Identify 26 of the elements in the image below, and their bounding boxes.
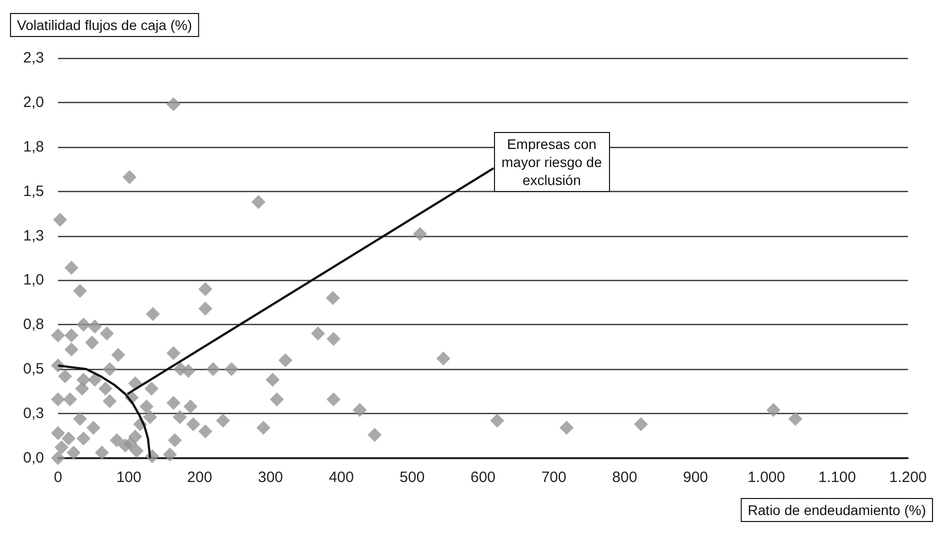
y-tick-label: 1,0 [23,272,44,289]
y-tick-label: 2,3 [23,50,44,66]
x-tick-label: 1.000 [748,469,786,486]
x-tick-label: 300 [258,469,284,486]
x-tick-label: 1.100 [818,469,856,486]
y-tick-label: 2,0 [23,94,44,111]
x-tick-label: 500 [400,469,425,486]
y-tick-label: 1,3 [23,227,44,244]
y-tick-label: 0,5 [23,360,44,378]
y-tick-label: 1,5 [23,182,44,200]
x-tick-label: 700 [541,469,566,486]
x-tick-label: 900 [682,469,708,486]
x-tick-label: 800 [612,469,638,486]
y-tick-label: 1,8 [23,138,44,156]
x-tick-label: 1.200 [889,469,927,486]
x-axis-title: Ratio de endeudamiento (%) [748,502,926,518]
y-tick-label: 0,8 [23,316,44,334]
annotation: Empresas con mayor riesgo de exclusión [494,132,610,192]
x-tick-label: 400 [328,469,354,486]
y-axis-title: Volatilidad flujos de caja (%) [17,17,192,33]
x-tick-label: 100 [116,469,142,486]
y-tick-label: 0,0 [23,450,44,466]
x-tick-label: 0 [54,469,62,486]
y-tick-label: 0,3 [23,405,44,422]
x-tick-label: 200 [187,469,212,486]
x-tick-label: 600 [470,469,496,486]
